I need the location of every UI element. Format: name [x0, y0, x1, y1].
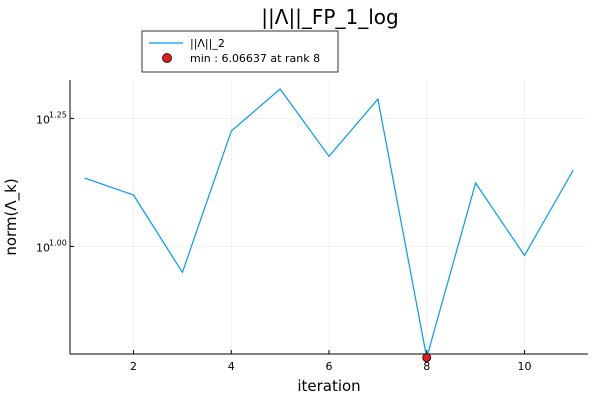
y-axis-label: norm(Λ_k): [2, 178, 21, 255]
x-ticks: 2 4 6 8 10: [130, 350, 531, 373]
x-tick-label: 6: [326, 360, 333, 373]
series-line: [84, 88, 574, 358]
y-tick-label-exponent: 1.25: [49, 110, 67, 119]
legend-box: [141, 30, 339, 73]
min-marker: [422, 353, 432, 363]
y-tick-label-exponent: 1.00: [49, 238, 67, 247]
x-tick-label: 8: [423, 360, 430, 373]
x-axis-label: iteration: [297, 377, 360, 395]
legend-label-series: ||Λ||_2: [190, 37, 225, 50]
y-tick-label-base: 10: [36, 241, 50, 254]
grid: [70, 80, 588, 354]
x-tick-label: 10: [517, 360, 531, 373]
legend: ||Λ||_2 min : 6.06637 at rank 8: [141, 30, 339, 73]
y-tick-label-base: 10: [36, 113, 50, 126]
x-tick-label: 2: [130, 360, 137, 373]
legend-label-min: min : 6.06637 at rank 8: [190, 52, 320, 65]
chart-title: ||Λ||_FP_1_log: [261, 5, 398, 29]
legend-marker-swatch: [162, 53, 172, 63]
x-tick-label: 4: [228, 360, 235, 373]
